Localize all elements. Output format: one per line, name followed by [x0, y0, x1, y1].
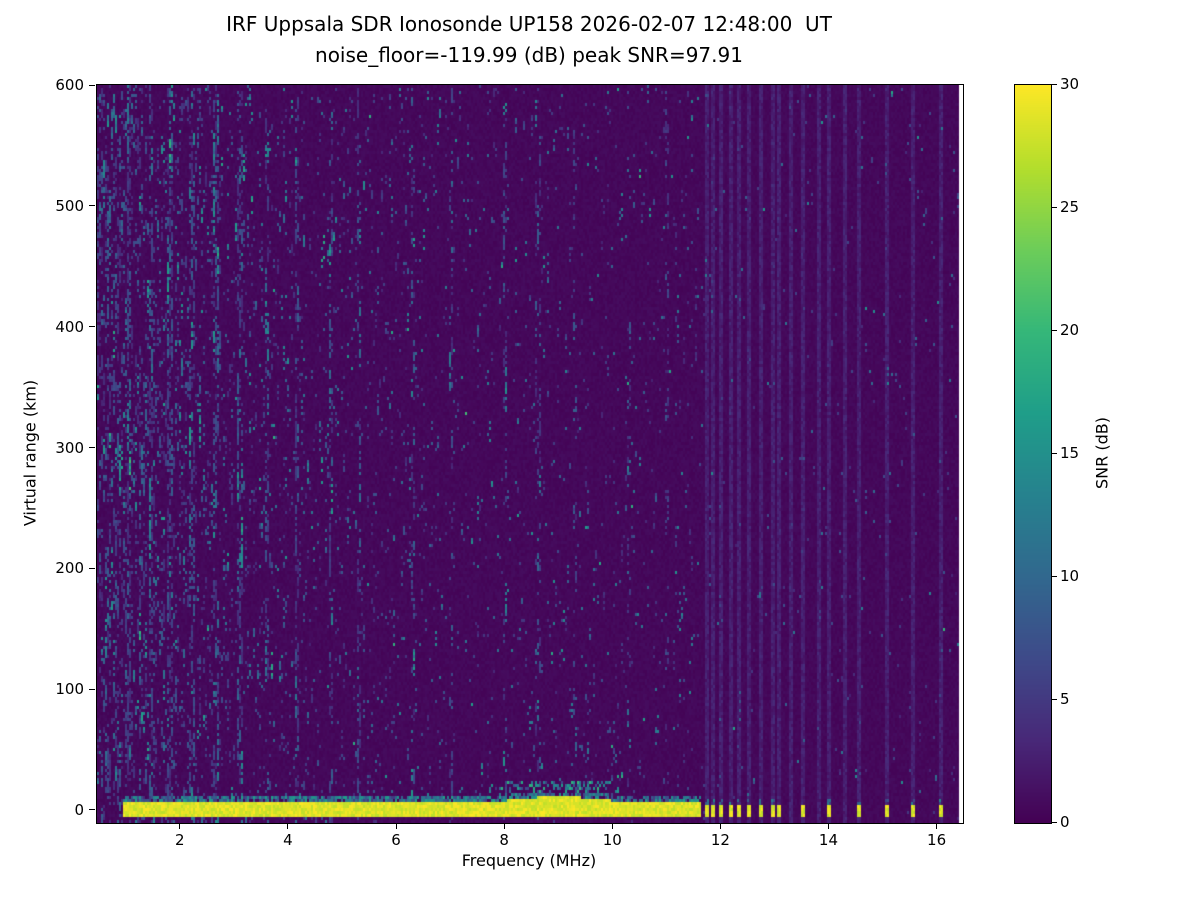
- colorbar-tick-label: 25: [1060, 198, 1080, 216]
- y-tick-mark: [89, 567, 95, 569]
- colorbar-tick-label: 15: [1060, 444, 1080, 462]
- colorbar-tick-mark: [1052, 575, 1057, 577]
- colorbar-tick-mark: [1052, 206, 1057, 208]
- y-tick-mark: [89, 326, 95, 328]
- x-tick-mark: [936, 824, 938, 829]
- x-tick-mark: [719, 824, 721, 829]
- y-tick-label: 400: [55, 317, 84, 336]
- y-tick-mark: [89, 809, 95, 811]
- y-tick-mark: [89, 447, 95, 449]
- x-axis-label: Frequency (MHz): [461, 851, 597, 870]
- x-tick-mark: [395, 824, 397, 829]
- x-tick-label: 14: [818, 831, 839, 849]
- colorbar-tick-mark: [1052, 821, 1057, 823]
- colorbar-tick-mark: [1052, 329, 1057, 331]
- x-tick-mark: [611, 824, 613, 829]
- x-tick-mark: [179, 824, 181, 829]
- x-tick-mark: [503, 824, 505, 829]
- x-tick-mark: [827, 824, 829, 829]
- x-tick-label: 2: [175, 831, 185, 849]
- y-tick-mark: [89, 688, 95, 690]
- y-tick-mark: [89, 205, 95, 207]
- x-tick-label: 10: [602, 831, 622, 849]
- colorbar-tick-label: 5: [1060, 690, 1070, 708]
- colorbar-tick-mark: [1052, 83, 1057, 85]
- x-tick-label: 8: [499, 831, 509, 849]
- x-tick-label: 16: [927, 831, 947, 849]
- x-tick-label: 6: [391, 831, 401, 849]
- chart-title: IRF Uppsala SDR Ionosonde UP158 2026-02-…: [226, 12, 832, 36]
- colorbar-tick-label: 10: [1060, 567, 1080, 585]
- plot-area: [96, 84, 964, 824]
- y-tick-label: 100: [55, 680, 84, 699]
- colorbar-label: SNR (dB): [1092, 417, 1112, 489]
- x-tick-label: 12: [710, 831, 730, 849]
- y-tick-label: 300: [55, 438, 84, 457]
- y-tick-label: 200: [55, 559, 84, 578]
- chart-subtitle: noise_floor=-119.99 (dB) peak SNR=97.91: [315, 43, 743, 67]
- y-tick-label: 0: [74, 800, 84, 819]
- x-tick-mark: [287, 824, 289, 829]
- colorbar-tick-label: 30: [1060, 75, 1080, 93]
- colorbar-tick-mark: [1052, 452, 1057, 454]
- colorbar-canvas: [1015, 85, 1051, 823]
- y-tick-mark: [89, 84, 95, 86]
- y-tick-label: 500: [55, 196, 84, 215]
- colorbar: [1014, 84, 1052, 824]
- colorbar-tick-label: 20: [1060, 321, 1080, 339]
- heatmap-canvas: [97, 85, 963, 823]
- y-tick-label: 600: [55, 76, 84, 95]
- colorbar-tick-label: 0: [1060, 813, 1070, 831]
- colorbar-tick-mark: [1052, 698, 1057, 700]
- x-tick-label: 4: [283, 831, 293, 849]
